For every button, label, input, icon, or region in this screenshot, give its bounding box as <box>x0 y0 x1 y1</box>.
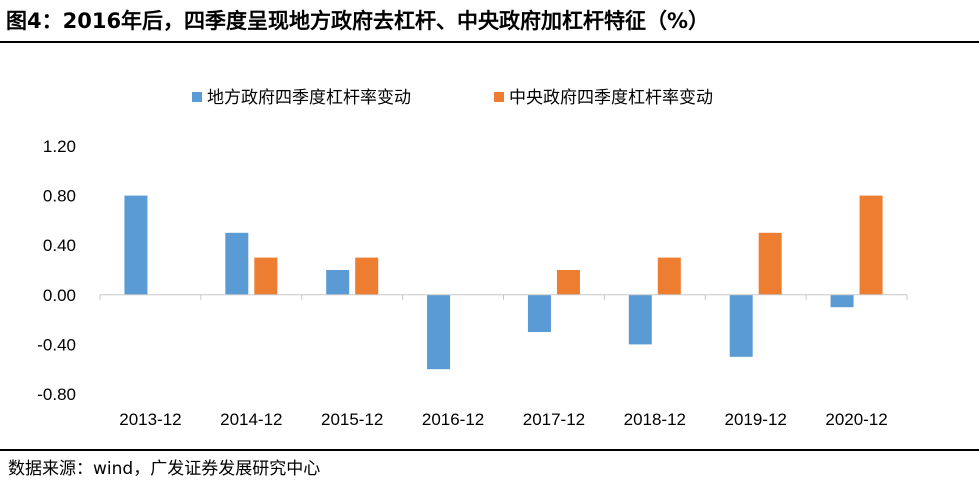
bar-local-2018-12 <box>628 294 652 345</box>
y-tick-label: -0.80 <box>37 385 76 404</box>
page-title: 图4：2016年后，四季度呈现地方政府去杠杆、中央政府加杠杆特征（%） <box>6 9 710 33</box>
y-axis-ticks: 1.20 0.80 0.40 0.00 -0.40 -0.80 <box>37 137 76 404</box>
legend-swatch <box>494 92 504 102</box>
bar-central-2020-12 <box>859 195 883 295</box>
chart-legend: 地方政府四季度杠杆率变动 中央政府四季度杠杆率变动 <box>192 88 713 108</box>
bar-central-2017-12 <box>556 270 580 295</box>
y-tick-label: 0.40 <box>43 236 76 255</box>
bar-local-2020-12 <box>830 294 854 308</box>
bar-local-2019-12 <box>729 294 753 357</box>
x-tick-label: 2018-12 <box>624 410 686 429</box>
bar-central-2014-12 <box>254 257 278 295</box>
bars <box>124 195 883 370</box>
x-axis-ticks: 2013-12 2014-12 2015-12 2016-12 2017-12 2018-… <box>99 294 908 429</box>
bar-central-2018-12 <box>657 257 681 295</box>
footer-divider <box>0 449 979 451</box>
y-tick-label: 0.80 <box>43 187 76 206</box>
data-source-note: 数据来源：wind，广发证券发展研究中心 <box>8 459 321 479</box>
x-tick-label: 2013-12 <box>119 410 181 429</box>
bar-local-2016-12 <box>427 294 451 370</box>
bar-local-2014-12 <box>225 232 249 295</box>
legend-swatch <box>192 92 202 102</box>
x-tick-label: 2015-12 <box>321 410 383 429</box>
x-tick-label: 2016-12 <box>422 410 484 429</box>
y-tick-label: 0.00 <box>43 286 76 305</box>
bar-local-2017-12 <box>527 294 551 332</box>
y-tick-label: 1.20 <box>43 137 76 156</box>
title-divider <box>0 41 979 43</box>
legend-label: 地方政府四季度杠杆率变动 <box>207 88 411 108</box>
y-tick-label: -0.40 <box>37 335 76 354</box>
bar-central-2019-12 <box>758 232 782 295</box>
bar-chart: 地方政府四季度杠杆率变动 中央政府四季度杠杆率变动 1.20 0.80 0.40 0.0… <box>37 88 908 429</box>
bar-local-2013-12 <box>124 195 148 295</box>
x-tick-label: 2014-12 <box>220 410 282 429</box>
x-tick-label: 2019-12 <box>724 410 786 429</box>
bar-local-2015-12 <box>326 270 350 295</box>
bar-central-2015-12 <box>355 257 379 295</box>
x-tick-label: 2020-12 <box>825 410 887 429</box>
x-tick-label: 2017-12 <box>523 410 585 429</box>
legend-label: 中央政府四季度杠杆率变动 <box>509 88 713 108</box>
